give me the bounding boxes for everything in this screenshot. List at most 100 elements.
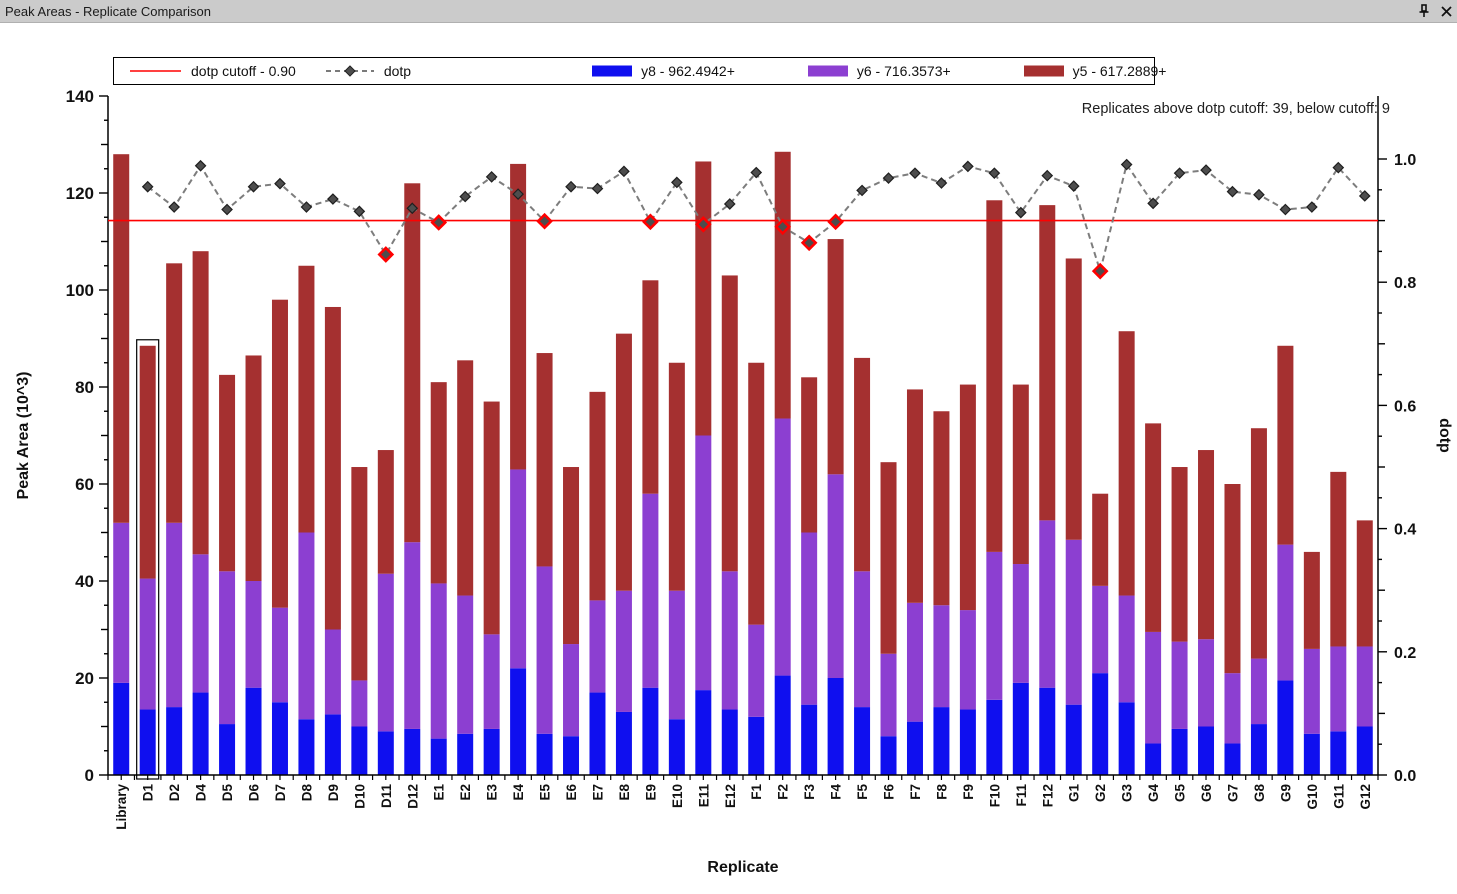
bar-segment-D6-y6[interactable] xyxy=(245,581,262,688)
bar-segment-G7-y5[interactable] xyxy=(1224,484,1241,674)
x-tick-label-E7[interactable]: E7 xyxy=(590,784,605,801)
bar-segment-G6-y6[interactable] xyxy=(1198,639,1215,727)
bar-segment-E5-y8[interactable] xyxy=(536,733,553,775)
x-tick-label-G1[interactable]: G1 xyxy=(1067,784,1082,803)
bar-segment-D4-y5[interactable] xyxy=(192,251,209,555)
dotp-marker-G12[interactable] xyxy=(1358,190,1371,202)
dotp-marker-D6[interactable] xyxy=(247,180,260,193)
bar-segment-F11-y5[interactable] xyxy=(1012,384,1029,565)
bar-segment-G12-y5[interactable] xyxy=(1356,520,1373,647)
bar-segment-F8-y6[interactable] xyxy=(933,605,950,708)
x-tick-label-D9[interactable]: D9 xyxy=(326,784,341,801)
bar-segment-E4-y6[interactable] xyxy=(510,469,527,669)
dotp-marker-F6[interactable] xyxy=(882,172,895,184)
bar-segment-Library-y8[interactable] xyxy=(113,682,130,775)
bar-segment-E8-y5[interactable] xyxy=(615,333,632,591)
bar-segment-G4-y5[interactable] xyxy=(1145,423,1162,632)
dotp-marker-below-F3[interactable] xyxy=(800,234,818,252)
dotp-marker-E10[interactable] xyxy=(671,176,683,189)
bar-segment-E4-y5[interactable] xyxy=(510,163,527,470)
bar-segment-D10-y8[interactable] xyxy=(351,726,368,776)
bar-segment-E6-y5[interactable] xyxy=(563,467,580,645)
bar-segment-E1-y8[interactable] xyxy=(430,738,447,775)
bar-segment-D5-y5[interactable] xyxy=(219,374,236,572)
x-tick-label-E1[interactable]: E1 xyxy=(432,784,447,801)
bar-segment-F8-y8[interactable] xyxy=(933,707,950,775)
x-tick-label-D12[interactable]: D12 xyxy=(405,784,420,809)
bar-segment-G5-y8[interactable] xyxy=(1171,728,1188,775)
bar-segment-F11-y6[interactable] xyxy=(1012,564,1029,683)
dotp-marker-G9[interactable] xyxy=(1279,203,1292,216)
bar-segment-D4-y8[interactable] xyxy=(192,692,209,775)
bar-segment-F3-y5[interactable] xyxy=(801,377,818,533)
bar-segment-E5-y6[interactable] xyxy=(536,566,553,734)
x-tick-label-D7[interactable]: D7 xyxy=(273,784,288,801)
bar-segment-E7-y5[interactable] xyxy=(589,391,606,601)
x-tick-label-F6[interactable]: F6 xyxy=(882,784,897,800)
bar-segment-F2-y5[interactable] xyxy=(774,151,791,419)
bar-segment-D6-y8[interactable] xyxy=(245,687,262,775)
bar-segment-E11-y8[interactable] xyxy=(695,690,712,775)
bar-segment-F9-y6[interactable] xyxy=(959,610,976,710)
bar-segment-D12-y6[interactable] xyxy=(404,542,421,729)
bar-segment-G8-y5[interactable] xyxy=(1250,428,1267,659)
bar-segment-F6-y6[interactable] xyxy=(880,653,897,737)
bar-segment-F6-y8[interactable] xyxy=(880,736,897,775)
dotp-marker-D1[interactable] xyxy=(141,180,154,193)
bar-segment-D12-y5[interactable] xyxy=(404,183,421,543)
x-tick-label-G8[interactable]: G8 xyxy=(1252,784,1267,803)
x-tick-label-E8[interactable]: E8 xyxy=(617,784,632,801)
bar-segment-F12-y5[interactable] xyxy=(1039,205,1056,521)
dotp-marker-G1[interactable] xyxy=(1067,180,1080,192)
x-tick-label-D5[interactable]: D5 xyxy=(220,784,235,802)
bar-segment-E1-y5[interactable] xyxy=(430,382,447,584)
bar-segment-G1-y8[interactable] xyxy=(1065,704,1082,775)
x-tick-label-G11[interactable]: G11 xyxy=(1331,784,1346,809)
bar-segment-E12-y8[interactable] xyxy=(721,709,738,775)
bar-segment-F4-y5[interactable] xyxy=(827,239,844,475)
x-tick-label-G6[interactable]: G6 xyxy=(1199,784,1214,803)
bar-segment-F12-y6[interactable] xyxy=(1039,520,1056,688)
bar-segment-D8-y8[interactable] xyxy=(298,719,315,775)
bar-segment-E12-y6[interactable] xyxy=(721,571,738,710)
bar-segment-D9-y6[interactable] xyxy=(324,629,341,715)
bar-segment-F10-y8[interactable] xyxy=(986,699,1003,775)
bar-segment-F7-y8[interactable] xyxy=(906,721,923,775)
x-tick-label-D4[interactable]: D4 xyxy=(194,784,209,802)
dotp-marker-F7[interactable] xyxy=(909,167,921,180)
bar-segment-G8-y8[interactable] xyxy=(1250,724,1267,775)
bar-segment-D6-y5[interactable] xyxy=(245,355,262,581)
x-tick-label-E3[interactable]: E3 xyxy=(485,784,500,801)
x-tick-label-G12[interactable]: G12 xyxy=(1358,784,1373,810)
dotp-marker-F1[interactable] xyxy=(750,166,763,179)
bar-segment-G12-y8[interactable] xyxy=(1356,726,1373,776)
bar-segment-F2-y6[interactable] xyxy=(774,418,791,676)
x-tick-label-F12[interactable]: F12 xyxy=(1040,784,1055,807)
x-tick-label-D11[interactable]: D11 xyxy=(379,784,394,809)
bar-segment-F5-y5[interactable] xyxy=(854,357,871,572)
x-tick-label-E12[interactable]: E12 xyxy=(723,784,738,808)
dotp-marker-G6[interactable] xyxy=(1200,164,1212,176)
bar-segment-F1-y6[interactable] xyxy=(748,624,765,717)
bar-segment-G7-y8[interactable] xyxy=(1224,743,1241,775)
bar-segment-F3-y6[interactable] xyxy=(801,532,818,705)
bar-segment-F9-y5[interactable] xyxy=(959,384,976,611)
bar-segment-D4-y6[interactable] xyxy=(192,554,209,693)
bar-segment-E3-y6[interactable] xyxy=(483,634,500,729)
bar-segment-E4-y8[interactable] xyxy=(510,668,527,775)
dotp-marker-E6[interactable] xyxy=(565,180,577,193)
bar-segment-D11-y8[interactable] xyxy=(377,731,394,775)
dotp-marker-D4[interactable] xyxy=(194,159,207,172)
dotp-marker-F9[interactable] xyxy=(962,160,974,173)
x-tick-label-G5[interactable]: G5 xyxy=(1173,784,1188,803)
bar-segment-G10-y5[interactable] xyxy=(1303,551,1320,649)
bar-segment-G1-y5[interactable] xyxy=(1065,258,1082,540)
bar-segment-G10-y6[interactable] xyxy=(1303,648,1320,734)
bar-segment-F10-y6[interactable] xyxy=(986,551,1003,700)
bar-segment-E7-y8[interactable] xyxy=(589,692,606,775)
x-tick-label-E5[interactable]: E5 xyxy=(538,784,553,801)
x-tick-label-G3[interactable]: G3 xyxy=(1120,784,1135,803)
bar-segment-G11-y8[interactable] xyxy=(1330,731,1347,775)
dotp-marker-E12[interactable] xyxy=(723,198,736,210)
dotp-marker-D9[interactable] xyxy=(327,193,339,205)
